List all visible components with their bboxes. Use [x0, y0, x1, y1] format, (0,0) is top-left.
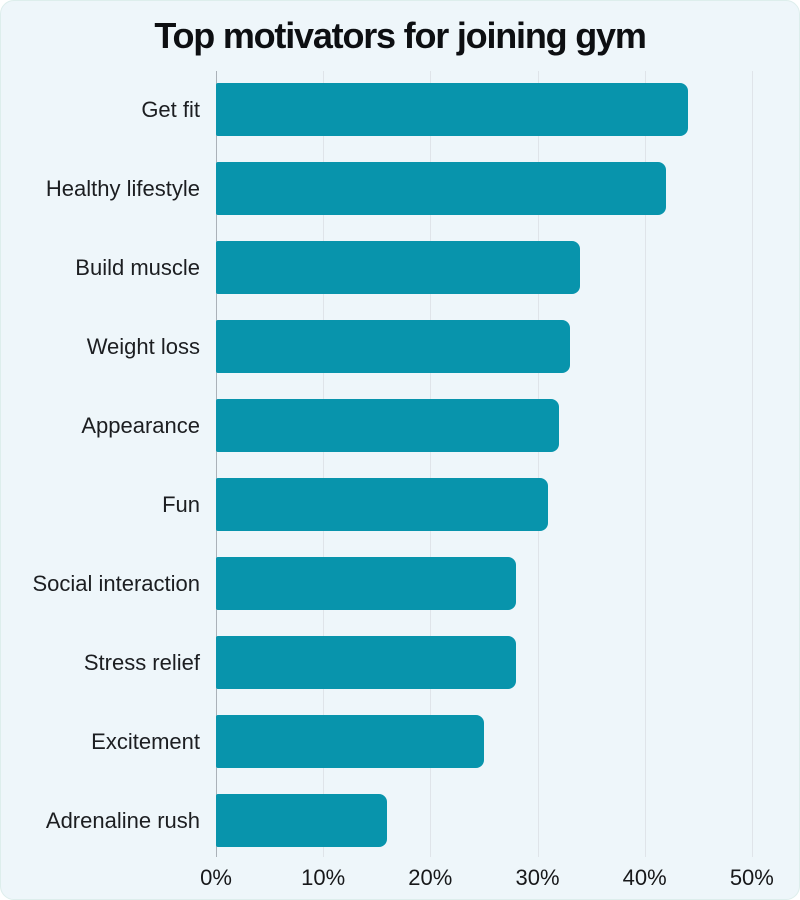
bar-track	[216, 162, 769, 215]
x-tick-label: 50%	[729, 865, 774, 890]
bar	[216, 557, 517, 610]
chart-row: Build muscle	[1, 241, 769, 294]
bar	[216, 636, 517, 689]
bar	[216, 320, 570, 373]
gridline	[644, 71, 646, 857]
chart-row: Excitement	[1, 715, 769, 768]
category-label: Build muscle	[75, 254, 200, 280]
bar-track	[216, 636, 769, 689]
chart-row: Social interaction	[1, 557, 769, 610]
bar	[216, 241, 581, 294]
bar	[216, 83, 688, 136]
category-label: Stress relief	[83, 649, 200, 675]
bar-track	[216, 399, 769, 452]
category-label: Excitement	[91, 728, 200, 754]
chart-title: Top motivators for joining gym	[154, 15, 647, 56]
axis-zero-line	[216, 71, 217, 857]
category-label: Get fit	[141, 96, 200, 122]
category-label: Social interaction	[32, 570, 200, 596]
category-label: Healthy lifestyle	[45, 175, 200, 201]
chart-row: Appearance	[1, 399, 769, 452]
x-tick-label: 0%	[200, 865, 232, 890]
bar-track	[216, 478, 769, 531]
plot-area	[216, 71, 769, 857]
category-label: Adrenaline rush	[45, 807, 200, 833]
x-tick-label: 30%	[515, 865, 560, 890]
gridline	[751, 71, 753, 857]
bar-track	[216, 83, 769, 136]
bar	[216, 715, 484, 768]
bar-chart: Get fit Healthy lifestyle Build muscle W…	[1, 71, 799, 899]
bar-rows: Get fit Healthy lifestyle Build muscle W…	[1, 83, 769, 873]
bar-track	[216, 715, 769, 768]
bar	[216, 399, 559, 452]
bar	[216, 162, 667, 215]
gridline	[430, 71, 432, 857]
chart-row: Get fit	[1, 83, 769, 136]
chart-row: Adrenaline rush	[1, 794, 769, 847]
bar-track	[216, 794, 769, 847]
bar	[216, 794, 388, 847]
category-label: Weight loss	[86, 333, 200, 359]
chart-row: Stress relief	[1, 636, 769, 689]
chart-row: Weight loss	[1, 320, 769, 373]
category-label: Appearance	[81, 412, 200, 438]
x-tick-label: 10%	[301, 865, 346, 890]
x-tick-label: 20%	[408, 865, 453, 890]
bar-track	[216, 320, 769, 373]
bar	[216, 478, 549, 531]
category-label: Fun	[162, 491, 200, 517]
gridline	[323, 71, 325, 857]
chart-row: Healthy lifestyle	[1, 162, 769, 215]
bar-track	[216, 241, 769, 294]
bar-track	[216, 557, 769, 610]
x-tick-label: 40%	[622, 865, 667, 890]
gridline	[537, 71, 539, 857]
x-axis: 0% 10% 20% 30% 40% 50%	[200, 859, 774, 895]
chart-row: Fun	[1, 478, 769, 531]
